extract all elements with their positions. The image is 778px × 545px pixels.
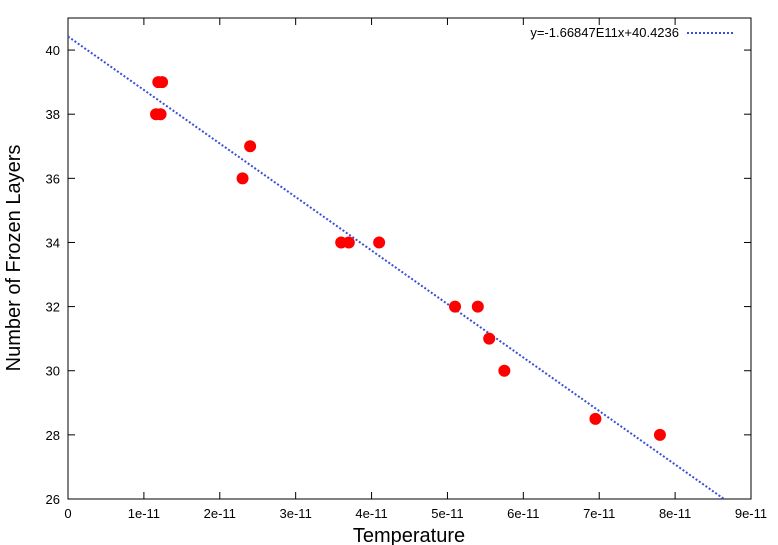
x-tick-label: 1e-11 [128,506,160,521]
data-point [156,76,169,89]
data-point [342,236,355,249]
y-tick-label: 34 [46,235,60,250]
data-point [244,140,257,153]
y-tick-label: 26 [46,492,60,507]
y-tick-label: 32 [46,300,60,315]
y-tick-label: 30 [46,364,60,379]
y-tick-labels: 26 28 30 32 34 36 38 40 [46,43,60,507]
plot-area [67,17,752,500]
data-point [653,428,666,441]
x-tick-label: 9e-11 [735,506,767,521]
x-tick-label: 4e-11 [355,506,387,521]
x-tick-label: 0 [64,506,71,521]
data-point [498,364,511,377]
x-tick-label: 7e-11 [583,506,615,521]
y-axis-title: Number of Frozen Layers [3,145,25,372]
data-point [154,108,167,121]
axis-ticks [67,18,752,500]
legend-label: y=-1.66847E11x+40.4236 [530,25,679,40]
y-tick-label: 28 [46,428,60,443]
fit-line [67,35,725,500]
y-tick-label: 36 [46,171,60,186]
x-tick-label: 2e-11 [204,506,236,521]
data-point [236,172,249,185]
data-point [483,332,496,345]
y-tick-label: 40 [46,43,60,58]
data-point [449,300,462,313]
x-tick-label: 3e-11 [280,506,312,521]
x-tick-label: 8e-11 [659,506,691,521]
data-point [589,412,602,425]
x-axis-title: Temperature [353,525,465,545]
legend: y=-1.66847E11x+40.4236 [530,25,733,40]
data-points [150,76,666,441]
fit-line-group [67,35,725,500]
x-tick-label: 6e-11 [507,506,539,521]
data-point [373,236,386,249]
x-tick-labels: 0 1e-11 2e-11 3e-11 4e-11 5e-11 6e-11 7e-11 8e-1… [64,506,767,521]
x-tick-label: 5e-11 [431,506,463,521]
data-point [471,300,484,313]
y-tick-label: 38 [46,107,60,122]
